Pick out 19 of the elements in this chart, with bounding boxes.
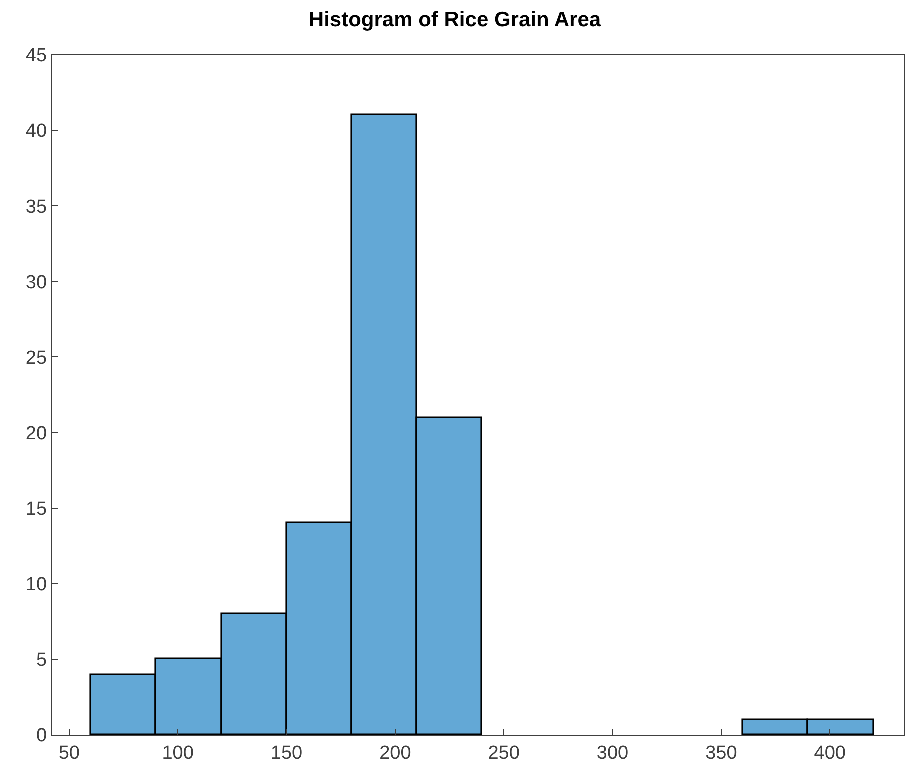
y-tick-label: 30 — [26, 272, 48, 294]
x-tick-label: 200 — [380, 742, 412, 764]
y-tick-label: 15 — [26, 498, 48, 520]
x-tick-label: 300 — [596, 742, 629, 764]
y-tick-label: 35 — [26, 196, 48, 218]
x-tick-label: 250 — [488, 742, 520, 764]
y-tick-label: 20 — [26, 423, 48, 444]
x-tick-label: 400 — [814, 742, 846, 764]
x-tick-label: 350 — [706, 742, 738, 764]
y-tick-label: 40 — [26, 121, 48, 142]
chart-title: Histogram of Rice Grain Area — [308, 8, 602, 32]
x-tick-label: 50 — [58, 742, 80, 764]
y-tick-label: 25 — [26, 348, 48, 369]
y-tick-label: 0 — [36, 726, 48, 747]
x-tick-label: 100 — [162, 742, 194, 764]
y-tick-label: 10 — [26, 574, 48, 596]
y-tick-label: 5 — [36, 650, 48, 672]
y-tick-label: 45 — [26, 46, 48, 67]
x-tick-label: 150 — [270, 742, 303, 764]
